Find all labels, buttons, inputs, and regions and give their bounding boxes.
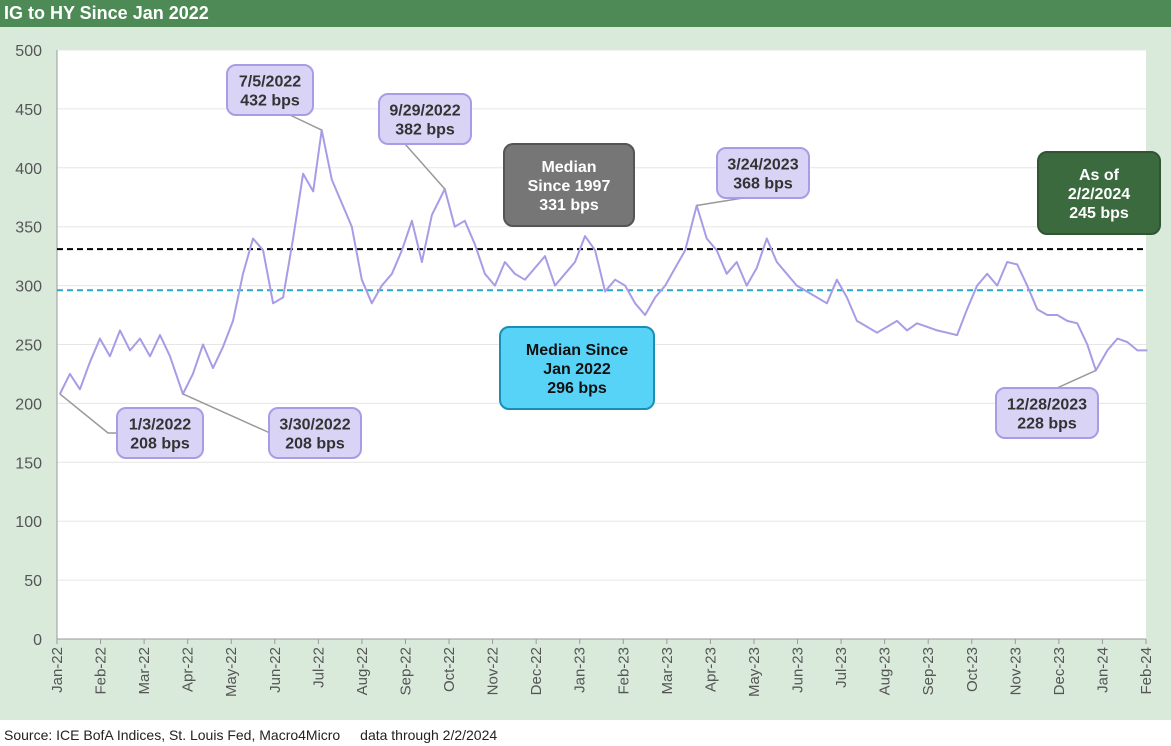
y-tick-label: 400 [15, 161, 42, 178]
median-1997-label-text: 331 bps [539, 197, 599, 214]
y-tick-label: 500 [15, 43, 42, 60]
callout-box [268, 407, 362, 459]
callout-text: 228 bps [1017, 416, 1077, 433]
callout-box [716, 147, 810, 199]
y-tick-label: 450 [15, 102, 42, 119]
callout-box [378, 93, 472, 145]
callout-text: 382 bps [395, 122, 455, 139]
y-tick-label: 200 [15, 396, 42, 413]
median-2022-label-text: 296 bps [547, 380, 607, 397]
x-tick-label: Jun-23 [790, 647, 807, 693]
x-tick-label: Oct-23 [964, 647, 981, 692]
x-tick-label: May-22 [223, 647, 240, 697]
x-tick-label: Dec-23 [1051, 647, 1068, 695]
x-tick-label: Dec-22 [528, 647, 545, 695]
callout-text: 208 bps [130, 436, 190, 453]
callout-box [995, 387, 1099, 439]
chart-title: IG to HY Since Jan 2022 [0, 0, 1171, 27]
x-tick-label: Jan-23 [572, 647, 589, 693]
line-chart: 0 50 100 150 200 250 300 350 400 450 500 Jan-22 Feb-… [15, 43, 1161, 697]
as-of-label-text: As of [1079, 167, 1120, 184]
y-tick-label: 350 [15, 220, 42, 237]
callout-text: 9/29/2022 [389, 103, 460, 120]
x-tick-label: Jul-22 [310, 647, 327, 688]
callout-box [116, 407, 204, 459]
x-tick-label: Jul-23 [833, 647, 850, 688]
median-1997-label-box [503, 143, 635, 227]
x-tick-label: Apr-22 [180, 647, 197, 692]
x-tick-label: Jun-22 [267, 647, 284, 693]
y-tick-label: 300 [15, 279, 42, 296]
callout-box [226, 64, 314, 116]
data-through-note: data through 2/2/2024 [360, 727, 498, 743]
series-line [59, 129, 1148, 395]
x-tick-label: Aug-22 [354, 647, 371, 695]
callout-text: 368 bps [733, 176, 793, 193]
x-tick-label: Nov-23 [1007, 647, 1024, 695]
median-2022-label-text: Median Since [526, 342, 628, 359]
callout-text: 432 bps [240, 93, 300, 110]
callout-text: 1/3/2022 [129, 417, 191, 434]
x-tick-label: Nov-22 [485, 647, 502, 695]
median-1997-label-text: Median [541, 159, 596, 176]
x-tick-label: Apr-23 [702, 647, 719, 692]
callout-leader [1056, 369, 1097, 389]
x-tick-label: Jan-22 [49, 647, 66, 693]
x-tick-label: Mar-23 [659, 647, 676, 695]
median-2022-label-text: Jan 2022 [543, 361, 611, 378]
y-tick-label: 150 [15, 455, 42, 472]
callout-leader [59, 393, 117, 434]
callout-text: 3/24/2023 [727, 157, 798, 174]
callout-leader [696, 197, 744, 207]
median-1997-label-text: Since 1997 [528, 178, 611, 195]
x-tick-label: Mar-22 [136, 647, 153, 695]
x-tick-label: Sep-22 [397, 647, 414, 695]
as-of-label-text: 245 bps [1069, 205, 1129, 222]
callout-text: 3/30/2022 [279, 417, 350, 434]
as-of-label-box [1037, 151, 1161, 235]
footer: Source: ICE BofA Indices, St. Louis Fed,… [4, 727, 517, 743]
x-tick-label: Aug-23 [877, 647, 894, 695]
as-of-label-text: 2/2/2024 [1068, 186, 1130, 203]
y-tick-label: 100 [15, 514, 42, 531]
x-tick-label: Sep-23 [920, 647, 937, 695]
callout-text: 12/28/2023 [1007, 397, 1087, 414]
callout-leader [404, 143, 446, 190]
y-tick-label: 0 [33, 632, 42, 649]
median-2022-label-box [499, 326, 655, 410]
x-tick-label: Feb-22 [93, 647, 110, 695]
callout-leader [289, 114, 323, 131]
callout-text: 208 bps [285, 436, 345, 453]
x-tick-label: Feb-24 [1138, 647, 1155, 695]
x-tick-label: Oct-22 [441, 647, 458, 692]
x-tick-label: Feb-23 [615, 647, 632, 695]
callout-text: 7/5/2022 [239, 74, 301, 91]
x-tick-label: May-23 [746, 647, 763, 697]
source-note: Source: ICE BofA Indices, St. Louis Fed,… [4, 727, 341, 743]
y-tick-label: 50 [24, 573, 42, 590]
x-tick-label: Jan-24 [1094, 647, 1111, 693]
y-tick-label: 250 [15, 338, 42, 355]
